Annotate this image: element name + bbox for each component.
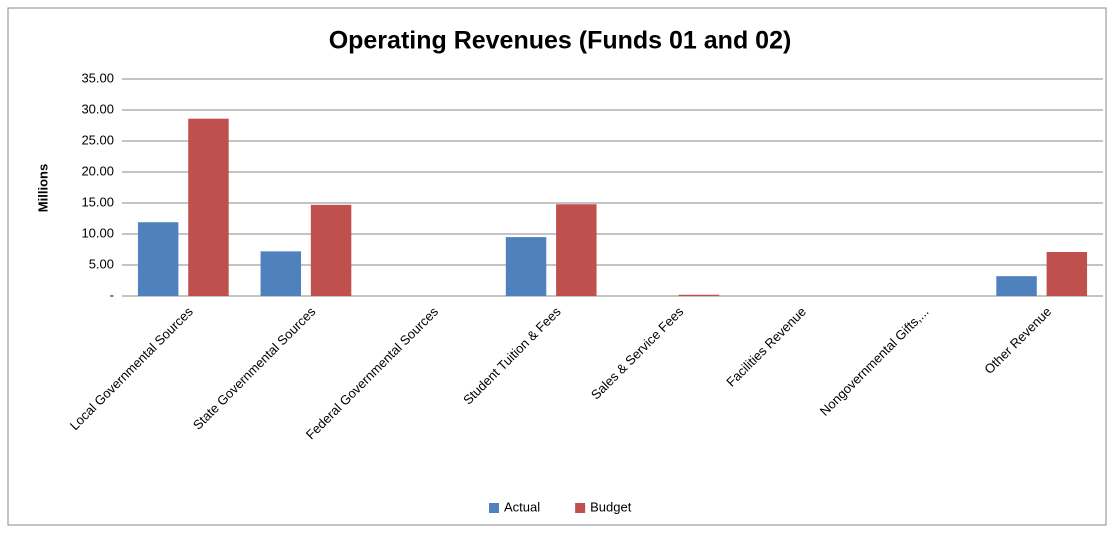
bar <box>137 222 179 296</box>
y-tick-label: 10.00 <box>81 225 114 240</box>
bar <box>1046 251 1088 296</box>
bar <box>678 294 720 296</box>
bar <box>556 204 597 296</box>
legend-swatch <box>575 503 586 513</box>
bar <box>188 118 229 297</box>
y-tick-label: 20.00 <box>81 163 114 178</box>
bar <box>260 251 302 296</box>
chart-title: Operating Revenues (Funds 01 and 02) <box>329 27 792 55</box>
legend-label: Budget <box>590 499 632 514</box>
y-tick-label: 15.00 <box>81 194 114 209</box>
y-tick-label: - <box>110 287 114 302</box>
bar <box>996 276 1037 296</box>
bar <box>310 204 352 296</box>
y-axis-label: Millions <box>35 164 50 212</box>
bar <box>505 237 547 296</box>
y-tick-label: 35.00 <box>81 70 114 85</box>
legend-label: Actual <box>504 499 540 514</box>
y-tick-label: 30.00 <box>81 101 114 116</box>
y-tick-label: 25.00 <box>81 132 114 147</box>
y-tick-label: 5.00 <box>89 256 114 271</box>
legend-swatch <box>489 503 499 513</box>
